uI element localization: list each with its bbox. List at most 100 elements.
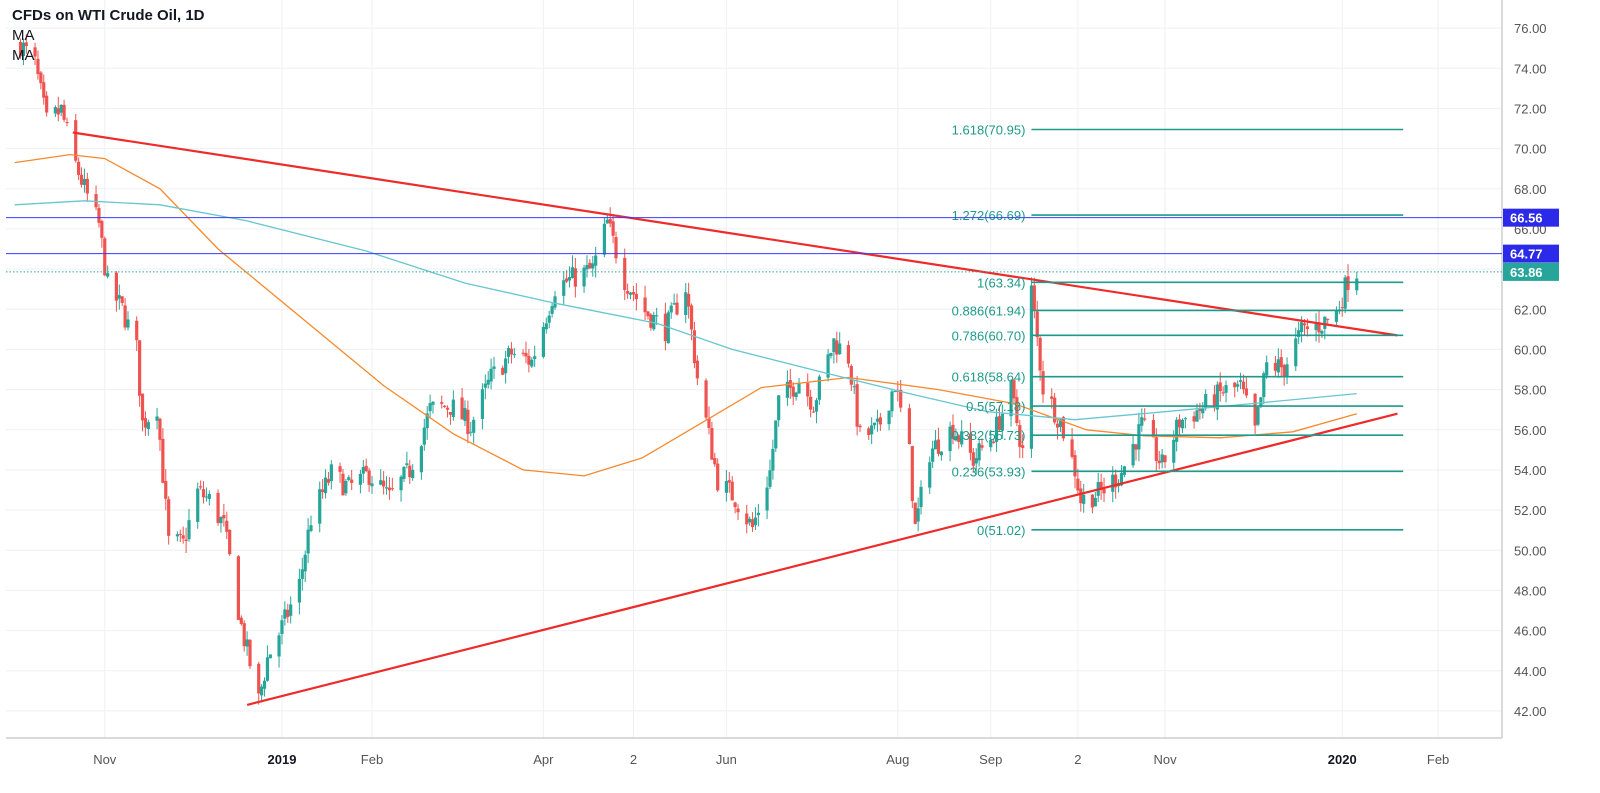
candle[interactable] [431, 401, 435, 405]
candle[interactable] [382, 480, 386, 487]
candle[interactable] [277, 635, 281, 657]
candle[interactable] [605, 219, 609, 224]
candle[interactable] [347, 477, 351, 480]
candle[interactable] [300, 569, 304, 579]
candle[interactable] [155, 416, 159, 421]
candle[interactable] [1079, 488, 1083, 504]
candle[interactable] [1241, 381, 1246, 390]
candle[interactable] [931, 448, 935, 462]
candle[interactable] [1119, 472, 1124, 486]
candle[interactable] [1082, 494, 1086, 504]
candle[interactable] [178, 533, 182, 535]
candle[interactable] [1297, 330, 1301, 337]
candle[interactable] [469, 431, 473, 433]
candle[interactable] [974, 458, 978, 464]
candle[interactable] [175, 534, 179, 537]
candle[interactable] [219, 517, 223, 524]
candle[interactable] [797, 382, 801, 394]
candle[interactable] [167, 499, 171, 536]
candle[interactable] [817, 376, 821, 400]
candle[interactable] [1233, 382, 1237, 388]
candle[interactable] [570, 267, 575, 279]
candle[interactable] [45, 95, 49, 113]
candle[interactable] [689, 305, 694, 330]
candle[interactable] [867, 428, 871, 436]
candle[interactable] [1282, 364, 1286, 377]
candle[interactable] [1090, 494, 1095, 508]
candle[interactable] [1102, 488, 1106, 494]
candle[interactable] [321, 489, 325, 493]
candle[interactable] [36, 58, 40, 75]
candle[interactable] [361, 466, 365, 474]
candle[interactable] [663, 313, 668, 342]
candle[interactable] [1160, 454, 1164, 463]
candle[interactable] [971, 452, 975, 466]
candle[interactable] [460, 397, 464, 420]
candle[interactable] [835, 340, 839, 355]
candle[interactable] [103, 238, 107, 276]
candle[interactable] [257, 663, 261, 694]
candle[interactable] [960, 431, 964, 445]
candle[interactable] [425, 413, 429, 429]
candle[interactable] [777, 395, 781, 421]
candle[interactable] [21, 42, 26, 57]
candle[interactable] [216, 492, 220, 523]
candle[interactable] [370, 483, 374, 487]
candle[interactable] [591, 263, 595, 269]
candle[interactable] [704, 380, 708, 418]
candle[interactable] [123, 305, 127, 328]
candle[interactable] [1302, 323, 1307, 326]
candle[interactable] [957, 435, 961, 442]
candle[interactable] [483, 383, 487, 388]
candle[interactable] [814, 400, 819, 412]
candle[interactable] [379, 480, 383, 485]
candle[interactable] [1172, 439, 1176, 463]
candle[interactable] [919, 486, 923, 508]
candle[interactable] [65, 122, 69, 124]
candle[interactable] [649, 314, 653, 328]
candle[interactable] [489, 368, 493, 382]
candle[interactable] [245, 639, 249, 647]
candle[interactable] [82, 178, 87, 185]
candle[interactable] [1053, 397, 1057, 423]
candle[interactable] [480, 389, 484, 419]
candle[interactable] [870, 425, 874, 435]
candle[interactable] [826, 354, 830, 378]
candle[interactable] [994, 416, 999, 442]
candle[interactable] [913, 502, 917, 524]
candle[interactable] [440, 402, 444, 404]
candle[interactable] [1195, 410, 1199, 422]
candle[interactable] [201, 489, 206, 498]
moving-average-line-2[interactable] [14, 200, 1357, 421]
candle[interactable] [509, 348, 514, 355]
candle[interactable] [1294, 338, 1298, 367]
candle[interactable] [399, 476, 403, 491]
candle[interactable] [977, 443, 981, 461]
candle[interactable] [501, 367, 505, 375]
candle[interactable] [954, 436, 958, 441]
candle[interactable] [408, 465, 412, 478]
candle[interactable] [567, 276, 572, 281]
candle[interactable] [472, 419, 476, 433]
candle[interactable] [968, 433, 973, 453]
candle[interactable] [451, 399, 455, 417]
candle[interactable] [1000, 413, 1004, 431]
candle[interactable] [916, 508, 920, 522]
candle[interactable] [1131, 443, 1135, 466]
indicator-ma-1[interactable]: MA [12, 27, 35, 44]
candle[interactable] [573, 268, 577, 287]
candle[interactable] [1204, 394, 1208, 409]
candle[interactable] [135, 320, 139, 341]
candle[interactable] [1137, 424, 1141, 450]
candle[interactable] [811, 411, 816, 413]
candle[interactable] [1058, 419, 1063, 427]
candle[interactable] [445, 407, 450, 410]
candle[interactable] [655, 315, 659, 317]
candle[interactable] [565, 278, 569, 282]
candle[interactable] [53, 107, 57, 114]
candle[interactable] [541, 326, 545, 357]
candle[interactable] [748, 518, 752, 523]
candle[interactable] [303, 554, 307, 572]
candle[interactable] [323, 477, 328, 494]
candle[interactable] [1218, 382, 1222, 392]
